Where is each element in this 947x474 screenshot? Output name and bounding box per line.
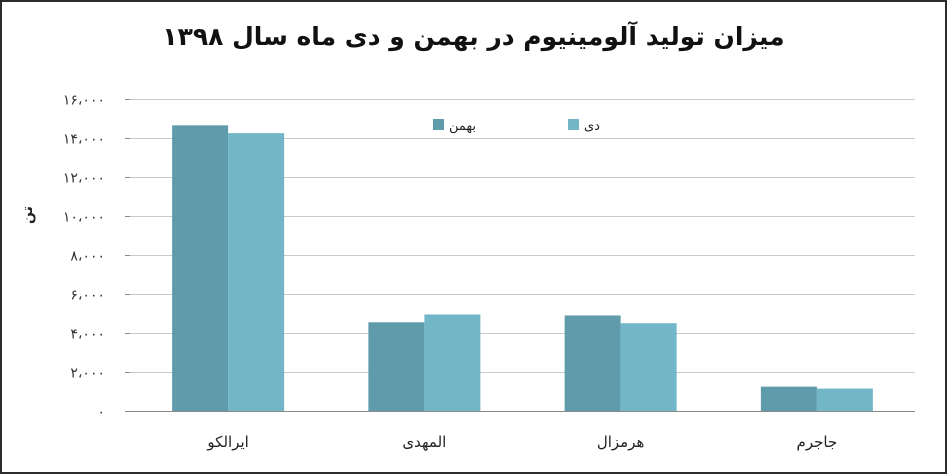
bar-دی-المهدی [424,314,481,411]
y-tick-label: ۲،۰۰۰ [70,366,105,382]
bar-بهمن-هرمزال [564,315,621,411]
x-category-label: ایرالکو [206,433,248,451]
x-category-label: هرمزال [597,433,645,451]
chart-title: میزان تولید آلومینیوم در بهمن و دی ماه س… [162,22,785,51]
x-category-label: جاجرم [797,433,838,451]
bar-بهمن-جاجرم [760,386,817,411]
legend-swatch-دی [568,119,579,130]
legend-label: دی [584,119,600,134]
y-tick-label: ۶،۰۰۰ [70,288,105,304]
y-tick-label: ۱۶،۰۰۰ [63,93,105,109]
y-tick-label: ۱۴،۰۰۰ [63,132,105,148]
bar-دی-جاجرم [816,388,873,411]
y-tick-label: ۰ [97,405,105,421]
legend-swatch-بهمن [433,119,444,130]
bar-بهمن-المهدی [368,322,425,411]
y-axis-label: تن [20,206,36,224]
legend-label: بهمن [449,119,476,134]
bar-دی-هرمزال [620,323,677,411]
y-tick-label: ۴،۰۰۰ [70,327,105,343]
y-tick-label: ۱۰،۰۰۰ [63,210,105,226]
x-category-label: المهدی [402,433,446,451]
y-tick-label: ۱۲،۰۰۰ [63,171,105,187]
y-tick-label: ۸،۰۰۰ [70,249,105,265]
bar-بهمن-ایرالکو [172,125,229,411]
bar-دی-ایرالکو [228,133,285,411]
